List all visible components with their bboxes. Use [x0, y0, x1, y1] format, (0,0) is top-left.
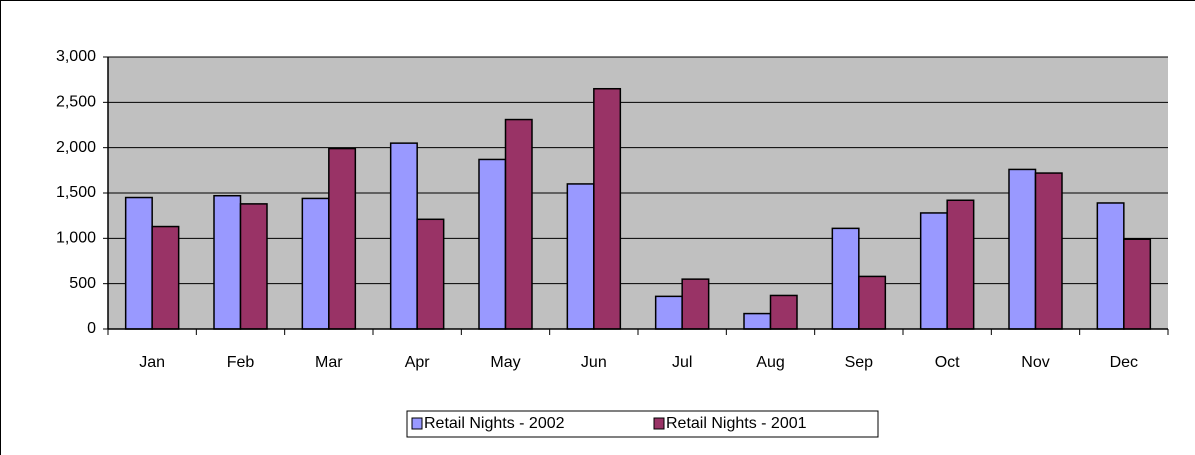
y-tick-label: 1,500 [56, 184, 96, 201]
bar [1008, 168, 1037, 330]
bar [213, 194, 242, 330]
x-tick-label: Oct [935, 354, 960, 371]
bar [1096, 202, 1125, 330]
bar [478, 158, 507, 330]
legend-label: Retail Nights - 2002 [424, 415, 565, 432]
y-tick-label: 0 [87, 320, 96, 337]
x-tick-label: Dec [1110, 354, 1138, 371]
legend-box [406, 410, 879, 438]
legend-swatch [411, 417, 423, 430]
bar [1034, 172, 1063, 330]
bar [743, 312, 772, 330]
x-tick-label: May [490, 354, 520, 371]
x-tick-label: Aug [756, 354, 784, 371]
bar [124, 196, 153, 330]
x-tick-label: Feb [227, 354, 255, 371]
legend-label: Retail Nights - 2001 [666, 415, 807, 432]
legend-swatch [653, 417, 665, 430]
bar [566, 183, 595, 330]
bar [769, 294, 798, 330]
bar [389, 142, 418, 330]
bar [416, 218, 445, 330]
bar [328, 147, 357, 330]
bar [681, 278, 710, 330]
x-tick-label: Nov [1021, 354, 1049, 371]
bar [504, 118, 533, 330]
y-tick-label: 2,000 [56, 139, 96, 156]
bar [301, 197, 330, 330]
bar [1123, 238, 1152, 330]
bar [946, 199, 975, 330]
bar [593, 87, 622, 330]
bar [654, 295, 683, 330]
bar [831, 227, 860, 330]
x-tick-label: Mar [315, 354, 343, 371]
x-tick-label: Sep [845, 354, 874, 371]
bar [858, 275, 887, 330]
x-tick-label: Jan [139, 354, 165, 371]
x-tick-label: Jul [672, 354, 692, 371]
y-tick-label: 1,000 [56, 230, 96, 247]
y-tick-label: 3,000 [56, 48, 96, 65]
x-tick-label: Apr [405, 354, 431, 371]
y-tick-label: 500 [69, 275, 96, 292]
x-tick-label: Jun [581, 354, 607, 371]
bar [919, 212, 948, 330]
bar [151, 225, 180, 330]
bar [239, 203, 268, 330]
y-tick-label: 2,500 [56, 94, 96, 111]
